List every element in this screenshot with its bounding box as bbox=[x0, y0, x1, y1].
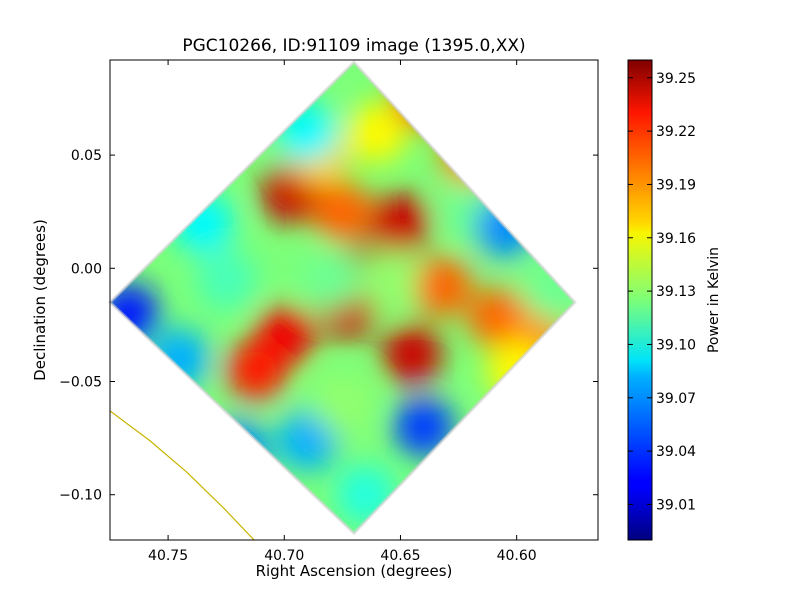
heatmap-feature bbox=[277, 102, 338, 163]
chart-title: PGC10266, ID:91109 image (1395.0,XX) bbox=[182, 36, 526, 56]
heatmap-feature bbox=[226, 340, 287, 401]
colorbar-tick-label: 39.01 bbox=[656, 497, 696, 513]
heatmap-feature bbox=[521, 260, 575, 321]
y-tick-label: −0.05 bbox=[59, 375, 102, 391]
heatmap-feature bbox=[440, 125, 501, 186]
heatmap-feature bbox=[312, 181, 373, 242]
heatmap-feature bbox=[149, 328, 210, 389]
map-boundary bbox=[107, 60, 577, 536]
colorbar-tick-label: 39.22 bbox=[656, 124, 696, 140]
heatmap-feature bbox=[335, 464, 396, 525]
heatmap-feature bbox=[300, 249, 361, 310]
heatmap-feature bbox=[347, 102, 408, 163]
colorbar-ticks: 39.01 39.04 39.07 39.10 39.13 39.16 39.19 39.22… bbox=[628, 71, 696, 513]
heatmap-feature bbox=[393, 396, 454, 457]
colorbar-tick-label: 39.04 bbox=[656, 444, 696, 460]
x-axis-ticks: 40.75 40.70 40.65 40.60 bbox=[148, 60, 537, 564]
colorbar-tick-label: 39.10 bbox=[656, 337, 696, 353]
heatmap-feature bbox=[412, 256, 473, 317]
y-tick-label: −0.10 bbox=[59, 488, 102, 504]
x-tick-label: 40.60 bbox=[497, 548, 537, 564]
heatmap-feature bbox=[207, 419, 268, 480]
colorbar-tick-label: 39.07 bbox=[656, 391, 696, 407]
y-axis-ticks: 0.05 0.00 −0.05 −0.10 bbox=[59, 148, 598, 504]
x-tick-label: 40.70 bbox=[264, 548, 304, 564]
axes-frame bbox=[109, 59, 599, 541]
heatmap-feature bbox=[382, 324, 443, 385]
heatmap-feature bbox=[196, 249, 257, 310]
heatmap-feature bbox=[486, 340, 547, 401]
y-tick-label: 0.05 bbox=[71, 148, 102, 164]
colorbar-tick-label: 39.19 bbox=[656, 177, 696, 193]
y-tick-label: 0.00 bbox=[71, 261, 102, 277]
heatmap-feature bbox=[370, 193, 431, 253]
x-axis-label: Right Ascension (degrees) bbox=[255, 562, 453, 580]
colorbar-tick-label: 39.16 bbox=[656, 231, 696, 247]
heatmap-feature bbox=[110, 283, 159, 344]
heatmap-feature bbox=[312, 374, 373, 435]
heatmap-image bbox=[110, 62, 575, 534]
x-tick-label: 40.75 bbox=[148, 548, 188, 564]
colorbar bbox=[627, 59, 653, 541]
overlay-curve bbox=[110, 410, 255, 540]
x-tick-label: 40.65 bbox=[380, 548, 420, 564]
heatmap-feature bbox=[358, 249, 419, 310]
colorbar-tick-label: 39.13 bbox=[656, 284, 696, 300]
heatmap-feature bbox=[173, 193, 233, 253]
colorbar-tick-label: 39.25 bbox=[656, 71, 696, 87]
